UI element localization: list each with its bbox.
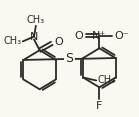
Text: F: F: [96, 101, 103, 111]
Text: N: N: [30, 32, 38, 42]
Text: CH₃: CH₃: [97, 75, 115, 85]
Text: O⁻: O⁻: [114, 31, 129, 41]
Text: N⁺: N⁺: [92, 31, 106, 41]
Text: O: O: [75, 31, 84, 41]
Text: CH₃: CH₃: [4, 36, 22, 46]
Text: S: S: [65, 53, 74, 66]
Text: O: O: [54, 37, 63, 47]
Text: CH₃: CH₃: [27, 15, 45, 25]
